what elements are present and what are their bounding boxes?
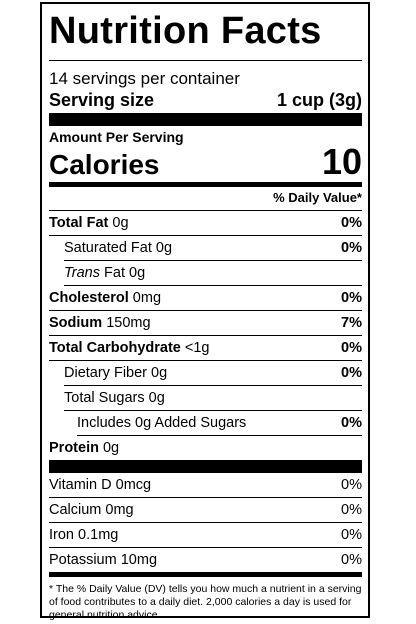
nutrient-name-italic: Trans [64,265,100,281]
serving-size-row: Serving size 1 cup (3g) [49,89,362,111]
nutrient-dv: 0% [341,365,362,381]
nutrient-amount: 0g [151,365,168,381]
calories-value: 10 [321,141,362,182]
nutrient-row-trans-fat: Trans Fat 0g [64,261,362,286]
vitamin-row-vitamin-d: Vitamin D 0mcg 0% [49,473,362,498]
nutrient-name: Saturated Fat [64,240,152,256]
nutrient-dv: 0% [341,240,362,256]
nutrient-row-total-fat: Total Fat 0g 0% [49,211,362,236]
vitamin-name: Calcium [49,502,102,518]
nutrient-amount: 150mg [106,315,151,331]
label-title: Nutrition Facts [49,10,322,52]
vitamin-name: Vitamin D [49,477,112,493]
vitamin-dv: 0% [341,477,362,493]
nutrient-row-sodium: Sodium 150mg 7% [49,311,362,336]
vitamin-amount: 0mg [105,502,134,518]
vitamin-row-iron: Iron 0.1mg 0% [49,523,362,548]
nutrient-dv: 0% [341,215,362,231]
calories-row: Calories 10 [49,141,362,182]
medium-divider [49,573,362,577]
vitamin-amount: 0mcg [115,477,152,493]
nutrient-amount: 0mg [132,290,162,306]
nutrient-name: Total Carbohydrate [49,340,181,356]
nutrition-label: Nutrition Facts 14 servings per containe… [40,2,370,621]
medium-divider [49,182,362,187]
nutrient-name: Cholesterol [49,290,129,306]
serving-size-label: Serving size [49,90,155,110]
vitamin-dv: 0% [341,552,362,568]
thick-divider [49,113,362,126]
nutrient-amount: 0g [102,440,120,456]
amount-per-serving: Amount Per Serving [49,129,184,145]
nutrient-dv: 0% [341,290,362,306]
vitamin-name: Iron [49,527,74,543]
vitamin-row-calcium: Calcium 0mg 0% [49,498,362,523]
divider [49,60,362,61]
nutrient-name: Protein [49,440,99,456]
serving-size-value: 1 cup (3g) [276,90,362,110]
nutrient-dv: 0% [341,415,362,431]
nutrient-name: Fat [104,265,125,281]
nutrient-row-cholesterol: Cholesterol 0mg 0% [49,286,362,311]
nutrient-amount: 0g [112,215,129,231]
nutrient-amount: 0g [129,265,146,281]
calories-label: Calories [49,149,160,180]
nutrient-name: Includes 0g Added Sugars [77,415,247,431]
nutrient-name: Total Fat [49,215,109,231]
nutrient-row-protein: Protein 0g [49,436,362,460]
nutrient-name: Total Sugars [64,390,145,406]
nutrient-name: Dietary Fiber [64,365,147,381]
nutrient-row-total-sugars: Total Sugars 0g [64,386,362,411]
servings-per-container: 14 servings per container [49,69,240,88]
nutrient-amount: 0g [148,390,165,406]
vitamin-amount: 10mg [120,552,158,568]
vitamin-dv: 0% [341,502,362,518]
footnote: * The % Daily Value (DV) tells you how m… [49,583,362,621]
vitamin-row-potassium: Potassium 10mg 0% [49,548,362,573]
nutrient-row-added-sugars: Includes 0g Added Sugars 0% [77,411,362,436]
nutrient-row-total-carbohydrate: Total Carbohydrate <1g 0% [49,336,362,361]
vitamin-name: Potassium [49,552,117,568]
nutrient-row-saturated-fat: Saturated Fat 0g 0% [64,236,362,261]
thick-divider [49,460,362,473]
nutrient-dv: 7% [341,315,362,331]
nutrient-amount: 0g [155,240,173,256]
vitamin-amount: 0.1mg [78,527,119,543]
nutrient-name: Sodium [49,315,103,331]
daily-value-header: % Daily Value* [49,189,362,211]
nutrient-dv: 0% [341,340,362,356]
nutrient-row-dietary-fiber: Dietary Fiber 0g 0% [64,361,362,386]
nutrient-amount: <1g [184,340,210,356]
vitamin-dv: 0% [341,527,362,543]
